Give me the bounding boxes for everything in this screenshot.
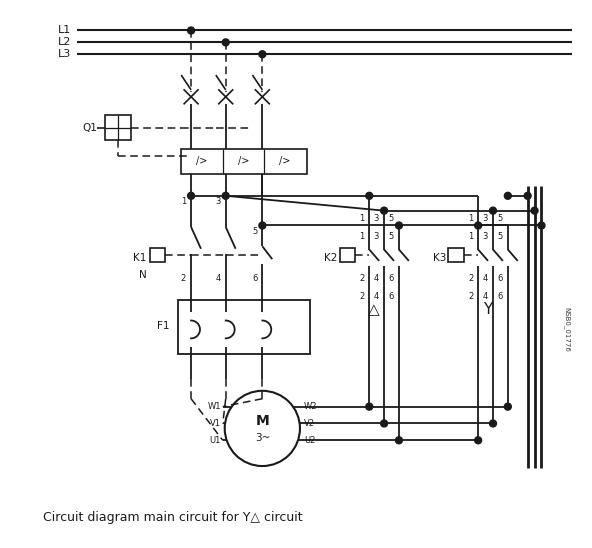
Text: K3: K3 bbox=[433, 253, 446, 263]
Text: L3: L3 bbox=[57, 49, 70, 59]
Text: L1: L1 bbox=[57, 26, 70, 36]
Circle shape bbox=[504, 192, 511, 199]
Text: L2: L2 bbox=[57, 37, 71, 47]
Bar bbox=[448, 248, 464, 262]
Text: 6: 6 bbox=[497, 292, 503, 301]
Circle shape bbox=[188, 27, 195, 34]
Text: />: /> bbox=[197, 156, 208, 166]
Text: K1: K1 bbox=[133, 253, 147, 263]
Circle shape bbox=[188, 192, 195, 199]
Circle shape bbox=[395, 437, 403, 444]
Text: 1: 1 bbox=[359, 232, 364, 241]
Text: 4: 4 bbox=[215, 275, 221, 283]
Text: V2: V2 bbox=[304, 419, 315, 428]
Text: V1: V1 bbox=[210, 419, 221, 428]
Text: U2: U2 bbox=[304, 436, 316, 445]
Text: 5: 5 bbox=[498, 214, 503, 223]
Circle shape bbox=[381, 207, 388, 214]
Text: 1: 1 bbox=[359, 214, 364, 223]
Circle shape bbox=[504, 403, 511, 410]
Text: 6: 6 bbox=[388, 292, 394, 301]
Text: Y: Y bbox=[484, 302, 493, 317]
Text: NSB0_01776: NSB0_01776 bbox=[564, 307, 571, 352]
Circle shape bbox=[475, 437, 482, 444]
Text: 2: 2 bbox=[359, 275, 364, 283]
Bar bbox=[178, 300, 310, 354]
Circle shape bbox=[259, 51, 266, 58]
Text: 3~: 3~ bbox=[255, 433, 270, 443]
Text: 1: 1 bbox=[181, 197, 186, 206]
Text: 3: 3 bbox=[374, 214, 379, 223]
Text: 5: 5 bbox=[498, 232, 503, 241]
Text: 3: 3 bbox=[482, 232, 488, 241]
Text: 1: 1 bbox=[468, 214, 473, 223]
Circle shape bbox=[222, 39, 229, 46]
Circle shape bbox=[222, 192, 229, 199]
Circle shape bbox=[490, 420, 497, 427]
Circle shape bbox=[381, 420, 388, 427]
Text: 2: 2 bbox=[359, 292, 364, 301]
Text: Circuit diagram main circuit for Υ△ circuit: Circuit diagram main circuit for Υ△ circ… bbox=[43, 511, 303, 524]
Circle shape bbox=[395, 222, 403, 229]
Text: △: △ bbox=[368, 302, 380, 317]
Circle shape bbox=[259, 222, 266, 229]
Bar bbox=[340, 248, 355, 262]
Text: />: /> bbox=[279, 156, 291, 166]
Circle shape bbox=[524, 192, 531, 199]
Circle shape bbox=[531, 207, 538, 214]
Text: 4: 4 bbox=[483, 275, 488, 283]
Text: W2: W2 bbox=[304, 402, 317, 411]
Text: F1: F1 bbox=[157, 322, 169, 332]
Text: 5: 5 bbox=[389, 232, 394, 241]
Text: 6: 6 bbox=[252, 275, 258, 283]
Text: />: /> bbox=[238, 156, 249, 166]
Text: 1: 1 bbox=[468, 232, 473, 241]
Circle shape bbox=[475, 222, 482, 229]
Text: Q1: Q1 bbox=[82, 123, 97, 133]
Text: K2: K2 bbox=[324, 253, 337, 263]
Bar bbox=[150, 248, 165, 262]
Text: 6: 6 bbox=[388, 275, 394, 283]
Text: U1: U1 bbox=[210, 436, 221, 445]
Text: 5: 5 bbox=[252, 227, 258, 236]
Text: 2: 2 bbox=[468, 275, 473, 283]
Text: 2: 2 bbox=[468, 292, 473, 301]
Text: 5: 5 bbox=[389, 214, 394, 223]
Circle shape bbox=[366, 192, 373, 199]
Bar bbox=[105, 115, 131, 140]
Text: 4: 4 bbox=[483, 292, 488, 301]
Text: N: N bbox=[139, 270, 147, 280]
Bar bbox=[181, 149, 307, 174]
Text: 4: 4 bbox=[374, 292, 379, 301]
Text: 3: 3 bbox=[482, 214, 488, 223]
Circle shape bbox=[490, 207, 497, 214]
Circle shape bbox=[538, 222, 545, 229]
Text: 2: 2 bbox=[181, 275, 186, 283]
Text: 6: 6 bbox=[497, 275, 503, 283]
Text: M: M bbox=[256, 414, 269, 429]
Text: 4: 4 bbox=[374, 275, 379, 283]
Text: 3: 3 bbox=[215, 197, 221, 206]
Text: W1: W1 bbox=[207, 402, 221, 411]
Text: 3: 3 bbox=[374, 232, 379, 241]
Circle shape bbox=[366, 403, 373, 410]
